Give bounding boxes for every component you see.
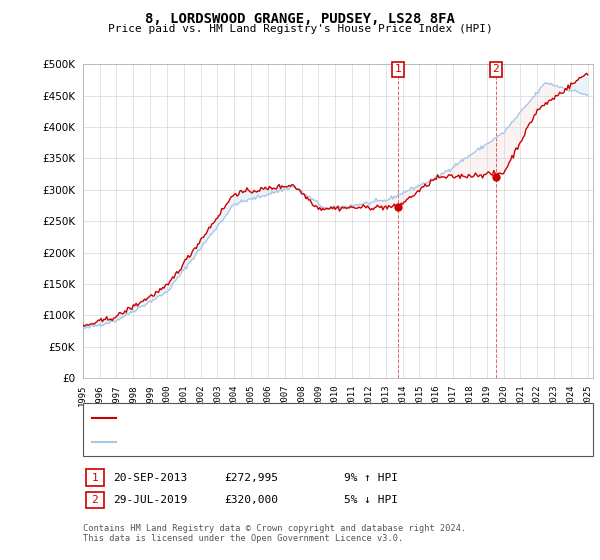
Text: 9% ↑ HPI: 9% ↑ HPI bbox=[344, 473, 398, 483]
Text: 2: 2 bbox=[91, 495, 98, 505]
Text: £320,000: £320,000 bbox=[224, 495, 278, 505]
Text: 2: 2 bbox=[493, 64, 499, 74]
Text: Contains HM Land Registry data © Crown copyright and database right 2024.
This d: Contains HM Land Registry data © Crown c… bbox=[83, 524, 466, 543]
Text: Price paid vs. HM Land Registry's House Price Index (HPI): Price paid vs. HM Land Registry's House … bbox=[107, 24, 493, 34]
Text: 8, LORDSWOOD GRANGE, PUDSEY, LS28 8FA (detached house): 8, LORDSWOOD GRANGE, PUDSEY, LS28 8FA (d… bbox=[119, 413, 457, 423]
Text: 20-SEP-2013: 20-SEP-2013 bbox=[113, 473, 187, 483]
Text: £272,995: £272,995 bbox=[224, 473, 278, 483]
Text: 1: 1 bbox=[91, 473, 98, 483]
Text: 1: 1 bbox=[394, 64, 401, 74]
Text: 29-JUL-2019: 29-JUL-2019 bbox=[113, 495, 187, 505]
Text: 5% ↓ HPI: 5% ↓ HPI bbox=[344, 495, 398, 505]
Text: HPI: Average price, detached house, Leeds: HPI: Average price, detached house, Leed… bbox=[119, 437, 375, 447]
Text: 8, LORDSWOOD GRANGE, PUDSEY, LS28 8FA: 8, LORDSWOOD GRANGE, PUDSEY, LS28 8FA bbox=[145, 12, 455, 26]
